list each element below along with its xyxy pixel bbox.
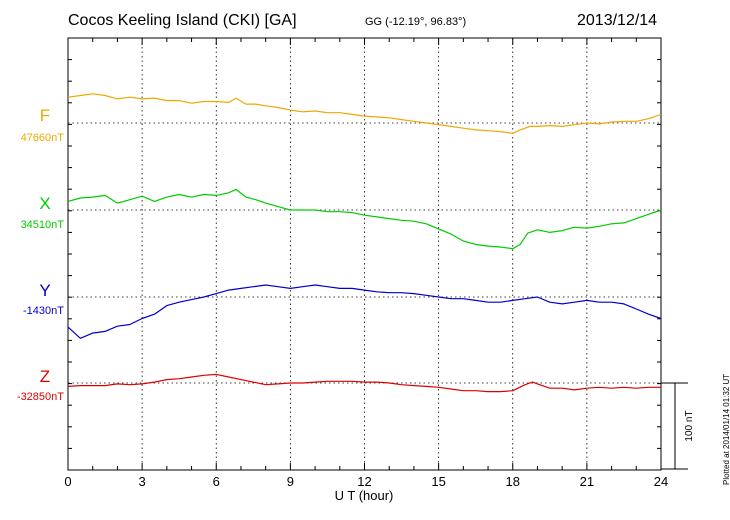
x-axis-label: U T (hour)	[335, 488, 394, 503]
series-f-line	[67, 93, 662, 134]
series-f-letter: F	[39, 106, 51, 125]
series-y-baseline: -1430nT	[23, 305, 64, 317]
date-label: 2013/12/14	[577, 12, 658, 29]
station-title: Cocos Keeling Island (CKI) [GA]	[68, 12, 297, 29]
x-tick-label-8: 24	[654, 474, 668, 489]
geographic-coords: GG (-12.19°, 96.83°)	[365, 16, 467, 28]
series-z-baseline: -32850nT	[16, 391, 64, 403]
scale-bar	[661, 382, 688, 470]
series-x-letter: X	[39, 194, 51, 213]
series-y-letter: Y	[39, 281, 51, 300]
axis-ticks	[67, 38, 662, 470]
series-z-line	[67, 373, 661, 393]
series-f-baseline: 47660nT	[20, 132, 64, 144]
x-tick-label-7: 21	[580, 474, 594, 489]
scale-bar-label: 100 nT	[684, 410, 695, 441]
series-x-baseline: 34510nT	[20, 219, 64, 231]
series-x-line	[67, 188, 662, 250]
series-y-line	[67, 284, 662, 339]
x-tick-label-5: 15	[431, 474, 445, 489]
x-tick-label-2: 6	[213, 474, 220, 489]
series-z-letter: Z	[39, 367, 51, 386]
series-lines	[67, 93, 662, 393]
x-tick-label-3: 9	[287, 474, 294, 489]
x-tick-label-6: 18	[506, 474, 520, 489]
x-tick-label-4: 12	[357, 474, 371, 489]
x-tick-label-1: 3	[139, 474, 146, 489]
grid-lines	[68, 38, 661, 470]
x-tick-label-0: 0	[64, 474, 71, 489]
plotted-timestamp: Plotted at 2014/01/14 01:32 UT	[722, 373, 730, 485]
x-tick-labels: 0 3 6 9 12 15 18 21 24	[64, 474, 668, 489]
